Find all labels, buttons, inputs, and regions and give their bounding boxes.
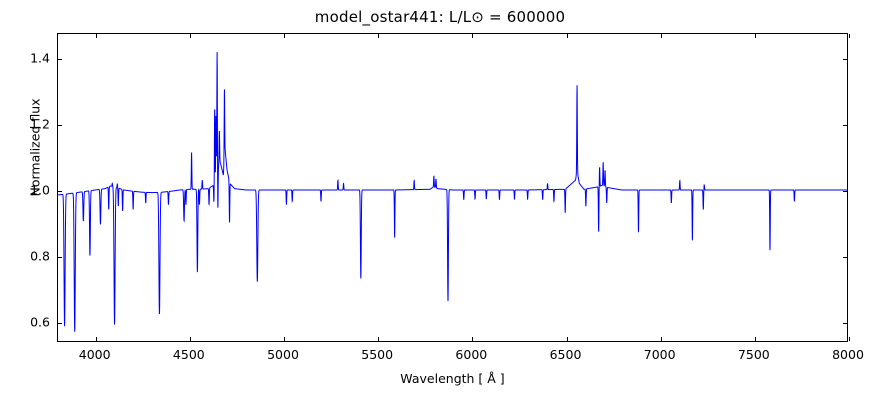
y-tick-mark	[58, 58, 62, 60]
y-tick-mark-right	[843, 323, 847, 325]
y-tick-label: 1.4	[30, 50, 50, 66]
x-tick-mark	[566, 337, 568, 341]
y-tick-label-group: 0.6 0.8 1.0 1.2 1.4	[0, 0, 50, 400]
x-tick-label: 7500	[737, 347, 770, 362]
x-tick-mark-top	[378, 34, 380, 38]
x-tick-label: 8000	[832, 347, 864, 362]
y-tick-label: 0.6	[30, 314, 50, 330]
spectrum-trace	[58, 52, 847, 332]
x-tick-mark-top	[660, 34, 662, 38]
y-tick-mark-right	[843, 257, 847, 259]
x-tick-label: 7000	[643, 347, 676, 362]
y-tick-mark	[58, 190, 62, 192]
x-tick-mark	[378, 337, 380, 341]
y-tick-mark-right	[843, 190, 847, 192]
y-tick-label: 0.8	[30, 248, 50, 264]
x-tick-label-group: 4000 4500 5000 5500 6000 6500 7000 7500 8000	[0, 347, 880, 367]
x-tick-mark	[660, 337, 662, 341]
x-tick-mark	[95, 337, 97, 341]
y-tick-mark	[58, 257, 62, 259]
y-tick-label: 1.0	[30, 182, 50, 198]
y-tick-mark	[58, 323, 62, 325]
x-tick-label: 4000	[78, 347, 111, 362]
y-tick-label: 1.2	[30, 116, 50, 132]
page-title: model_ostar441: L/L⊙ = 600000	[314, 8, 566, 26]
x-tick-mark-top	[754, 34, 756, 38]
x-tick-mark	[754, 337, 756, 341]
y-tick-mark	[58, 124, 62, 126]
y-tick-mark-right	[843, 124, 847, 126]
plot-axes	[57, 33, 850, 342]
x-tick-mark-top	[566, 34, 568, 38]
x-tick-mark	[849, 337, 850, 341]
x-tick-mark	[189, 337, 191, 341]
x-tick-mark-top	[849, 34, 850, 38]
x-tick-label: 6000	[455, 347, 488, 362]
x-tick-mark-top	[284, 34, 285, 38]
y-tick-mark-right	[843, 58, 847, 60]
x-tick-mark-top	[189, 34, 191, 38]
x-tick-mark	[284, 337, 285, 341]
x-tick-label: 4500	[172, 347, 205, 362]
x-tick-label: 5000	[267, 347, 299, 362]
x-tick-mark-top	[472, 34, 474, 38]
spectrum-line-chart	[58, 34, 847, 341]
x-tick-label: 6500	[549, 347, 582, 362]
x-tick-mark-top	[95, 34, 97, 38]
x-tick-mark	[472, 337, 474, 341]
x-tick-label: 5500	[361, 347, 394, 362]
x-axis-label: Wavelength [ Å ]	[400, 371, 505, 386]
